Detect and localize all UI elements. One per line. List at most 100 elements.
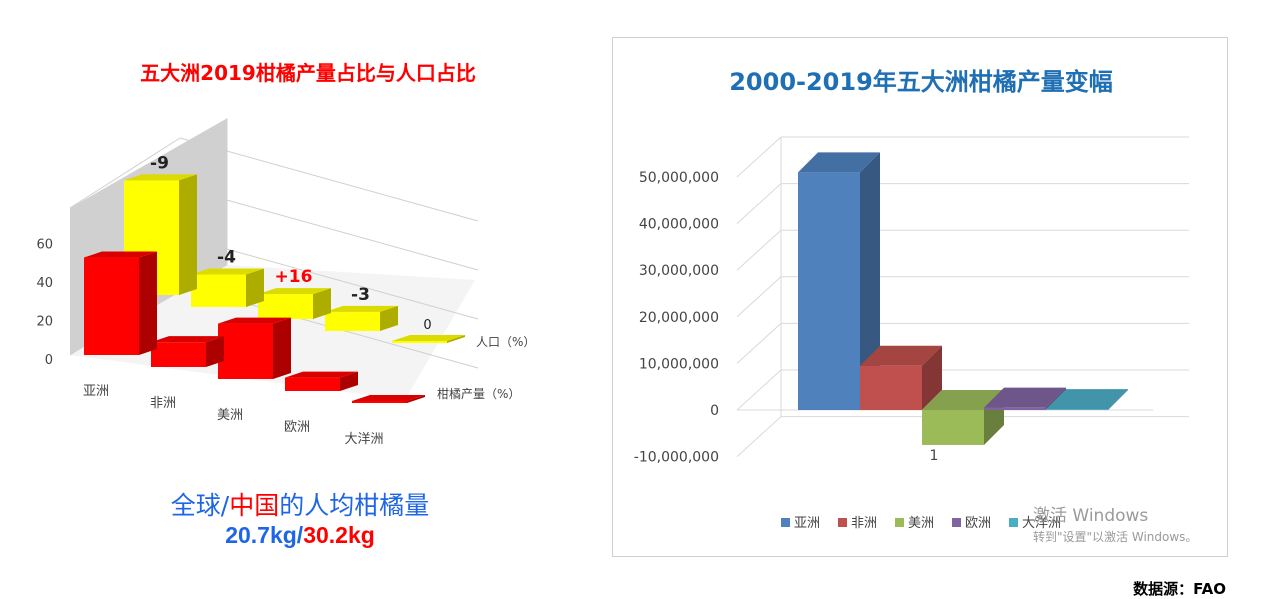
population-bar-side [313,288,331,319]
right-chart-bar-top [922,390,1004,410]
production-bar-top [84,251,157,258]
right-chart-bar-top [860,345,942,366]
right-chart-legend-label: 大洋洲 [1022,516,1061,531]
population-bar-front [325,311,380,331]
population-bar-top [392,335,465,341]
production-bar-side [340,371,358,391]
right-chart-legend-swatch [1009,518,1018,527]
right-chart-gridline [736,369,782,411]
right-chart-y-tick: 50,000,000 [639,170,719,186]
production-bar-side [407,395,425,403]
left-chart-gridline [179,137,479,222]
production-bar-top [352,395,425,401]
left-chart-gridline [179,186,479,271]
right-chart-bar-top [984,387,1066,408]
production-bar-front [352,401,407,403]
left-chart-annotation: -4 [217,248,236,268]
left-chart: 五大洲2019柑橘产量占比与人口占比 0 20 40 60 -9 -4 +16 -3 0 亚洲非洲美… [36,61,535,447]
right-chart-legend-swatch [952,518,961,527]
left-chart-category-label: 欧洲 [284,420,310,435]
right-chart-y-tick: 10,000,000 [639,356,719,372]
right-chart-y-tick: -10,000,000 [634,450,719,466]
right-chart-legend-swatch [895,518,904,527]
production-bar-top [218,317,291,324]
right-chart-gridline [736,276,782,318]
left-chart-y-tick: 60 [36,238,53,253]
right-chart-bar-front [1046,409,1108,410]
production-bar-side [139,251,157,355]
population-bar-front [258,294,313,319]
right-chart-data-label: 1 [930,448,939,464]
left-chart-series-label: 柑橘产量（%） [437,386,520,401]
right-chart-bar-top [1046,389,1128,410]
right-chart-gridline [736,416,782,457]
right-chart-legend-label: 非洲 [851,516,877,531]
right-chart-y-tick: 0 [710,403,719,419]
per-capita-china: 中国 [229,491,280,520]
right-chart-y-tick: 20,000,000 [639,310,719,326]
right-chart-bar-front [798,172,860,410]
population-bar-side [179,174,197,295]
left-chart-series-label: 人口（%） [476,335,535,349]
population-bar-side [447,335,465,343]
left-chart-gridline [69,137,181,209]
right-chart-gridline [736,229,782,271]
production-bar-front [285,377,340,391]
population-bar-side [380,305,398,331]
right-chart-panel: 2000-2019年五大洲柑橘产量变幅 -10,000,000 0 10,000,00… [612,37,1228,557]
left-chart-title: 五大洲2019柑橘产量占比与人口占比 [140,61,476,85]
population-bar-front [191,274,246,307]
right-chart-bar-top [798,152,880,173]
population-bar-top [191,268,264,275]
right-chart-gridline [736,136,782,178]
per-capita-label: 全球/中国的人均柑橘量 [120,486,480,522]
left-chart-category-label: 亚洲 [83,384,109,399]
right-chart: 2000-2019年五大洲柑橘产量变幅 -10,000,000 0 10,000,00… [634,68,1189,531]
production-bar-side [206,336,224,367]
right-chart-bar-side [922,345,942,410]
left-chart-annotation: -3 [351,285,370,305]
population-bar-top [124,174,197,181]
left-chart-category-label: 美洲 [217,408,243,423]
population-bar-top [258,288,331,295]
right-chart-legend-label: 亚洲 [794,516,820,531]
right-chart-legend-swatch [838,518,847,527]
per-capita-suffix: 的人均柑橘量 [279,491,430,520]
right-chart-gridline [736,323,782,364]
right-chart-y-tick: 30,000,000 [639,263,719,279]
per-capita-global-value: 20.7kg/ [225,522,304,548]
population-bar-top [325,305,398,312]
right-chart-bar-front [860,365,922,410]
per-capita-global: 全球/ [170,491,230,520]
left-chart-annotation: 0 [423,318,431,333]
left-chart-annotation: +16 [275,267,313,287]
population-bar-side [246,268,264,307]
left-chart-y-tick: 0 [45,353,53,368]
left-chart-y-tick: 40 [36,276,53,291]
left-chart-category-label: 非洲 [150,396,176,411]
left-chart-gridline [179,235,479,320]
right-chart-title: 2000-2019年五大洲柑橘产量变幅 [729,68,1113,96]
per-capita-china-value: 30.2kg [303,522,375,548]
production-bar-front [151,342,206,367]
right-chart-legend-label: 美洲 [908,516,934,531]
population-bar-front [392,341,447,343]
right-chart-y-tick: 40,000,000 [639,217,719,233]
production-bar-top [285,371,358,378]
right-chart-legend-swatch [781,518,790,527]
per-capita-values: 20.7kg/30.2kg [120,522,480,549]
left-chart-annotation: -9 [150,153,169,173]
right-chart-bar-side [860,152,880,410]
data-source: 数据源：FAO [1133,580,1226,598]
left-chart-category-label: 大洋洲 [344,432,383,447]
right-chart-gridline [736,183,782,224]
production-bar-top [151,336,224,343]
production-bar-front [84,257,139,355]
right-chart-bar-front [922,410,984,445]
right-chart-bar-side [1108,389,1128,410]
right-chart-legend-label: 欧洲 [965,516,991,531]
right-chart-bar-front [984,407,1046,410]
left-chart-y-tick: 20 [36,315,53,330]
production-bar-side [273,317,291,379]
production-bar-front [218,323,273,379]
